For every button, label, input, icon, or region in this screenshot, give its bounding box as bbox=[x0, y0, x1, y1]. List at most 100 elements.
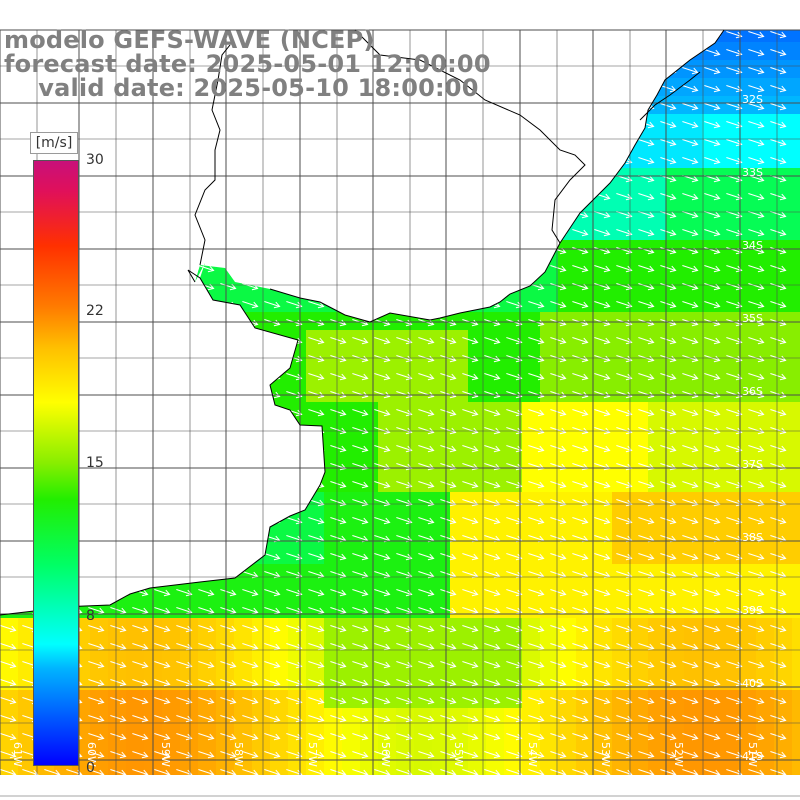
wind-arrow-head bbox=[559, 481, 567, 489]
wind-cell bbox=[666, 528, 685, 547]
wind-cell bbox=[666, 348, 685, 367]
wind-arrow-shaft bbox=[418, 535, 434, 541]
wind-arrow bbox=[484, 409, 501, 417]
wind-arrow-head bbox=[581, 283, 589, 291]
wind-arrow-head bbox=[757, 499, 765, 507]
wind-cell bbox=[270, 618, 289, 637]
wind-arrow-head bbox=[427, 355, 435, 363]
wind-cell bbox=[432, 726, 451, 745]
wind-cell bbox=[594, 690, 613, 709]
wind-arrow-shaft bbox=[704, 481, 720, 487]
wind-cell bbox=[720, 348, 739, 367]
wind-cell bbox=[324, 636, 343, 655]
wind-cell bbox=[558, 348, 577, 367]
wind-arrow bbox=[770, 409, 787, 417]
wind-cell bbox=[666, 510, 685, 529]
wind-arrow bbox=[638, 157, 655, 165]
wind-arrow bbox=[726, 85, 743, 93]
wind-arrow bbox=[374, 445, 391, 453]
wind-arrow-head bbox=[647, 139, 655, 147]
wind-cell bbox=[198, 618, 217, 637]
wind-cell bbox=[720, 384, 739, 403]
wind-cell bbox=[324, 528, 343, 547]
wind-cell bbox=[738, 762, 757, 775]
wind-arrow bbox=[638, 409, 655, 417]
wind-arrow-head bbox=[647, 247, 655, 255]
wind-arrow bbox=[462, 499, 479, 507]
wind-arrow-head bbox=[713, 301, 721, 309]
wind-cell bbox=[648, 438, 667, 457]
wind-cell bbox=[558, 420, 577, 439]
wind-arrow bbox=[660, 265, 677, 273]
wind-arrow bbox=[748, 517, 765, 525]
wind-arrow-head bbox=[581, 481, 589, 489]
wind-cell bbox=[450, 510, 469, 529]
wind-arrow-head bbox=[581, 391, 589, 399]
wind-arrow-head bbox=[779, 247, 787, 255]
wind-cell bbox=[342, 384, 361, 403]
wind-arrow-head bbox=[669, 139, 677, 147]
wind-arrow-shaft bbox=[330, 391, 346, 397]
wind-arrow-head bbox=[405, 517, 413, 525]
wind-cell bbox=[666, 708, 685, 727]
wind-arrow-shaft bbox=[308, 391, 324, 397]
wind-arrow-shaft bbox=[726, 391, 742, 397]
wind-cell bbox=[630, 600, 649, 619]
wind-cell bbox=[792, 474, 800, 493]
wind-arrow-shaft bbox=[748, 247, 764, 253]
wind-arrow-head bbox=[559, 391, 567, 399]
wind-cell bbox=[720, 420, 739, 439]
wind-cell bbox=[486, 402, 505, 421]
wind-arrow bbox=[770, 265, 787, 273]
wind-arrow-shaft bbox=[726, 139, 742, 145]
wind-arrow-shaft bbox=[528, 535, 544, 541]
wind-cell bbox=[522, 546, 541, 565]
wind-cell bbox=[360, 510, 379, 529]
wind-arrow-head bbox=[405, 499, 413, 507]
wind-cell bbox=[792, 312, 800, 331]
wind-cell bbox=[360, 474, 379, 493]
wind-cell bbox=[774, 30, 793, 43]
wind-arrow-head bbox=[691, 157, 699, 165]
wind-arrow-head bbox=[581, 373, 589, 381]
wind-cell bbox=[756, 726, 775, 745]
wind-cell bbox=[648, 564, 667, 583]
wind-arrow bbox=[748, 229, 765, 237]
wind-arrow-shaft bbox=[660, 445, 676, 451]
wind-arrow bbox=[440, 517, 457, 525]
wind-cell bbox=[522, 492, 541, 511]
wind-arrow-shaft bbox=[484, 391, 500, 397]
wind-cell bbox=[432, 366, 451, 385]
wind-arrow-head bbox=[339, 427, 347, 435]
wind-cell bbox=[792, 762, 800, 775]
wind-arrow-shaft bbox=[638, 193, 654, 199]
wind-arrow-shaft bbox=[660, 247, 676, 253]
wind-arrow-shaft bbox=[594, 445, 610, 451]
wind-arrow-head bbox=[669, 193, 677, 201]
wind-cell bbox=[648, 744, 667, 763]
wind-arrow-shaft bbox=[572, 337, 588, 343]
wind-arrow bbox=[528, 481, 545, 489]
wind-cell bbox=[558, 528, 577, 547]
wind-arrow-shaft bbox=[682, 265, 698, 271]
wind-cell bbox=[630, 528, 649, 547]
wind-arrow bbox=[704, 265, 721, 273]
wind-arrow bbox=[770, 283, 787, 291]
wind-arrow-head bbox=[647, 265, 655, 273]
wind-cell bbox=[756, 618, 775, 637]
wind-arrow-shaft bbox=[572, 409, 588, 415]
wind-arrow-head bbox=[515, 409, 523, 417]
wind-arrow-shaft bbox=[462, 427, 478, 433]
wind-arrow bbox=[726, 409, 743, 417]
wind-arrow-head bbox=[317, 301, 325, 309]
wind-cell bbox=[468, 402, 487, 421]
wind-arrow bbox=[704, 301, 721, 309]
wind-arrow bbox=[616, 391, 633, 399]
wind-arrow-head bbox=[713, 427, 721, 435]
wind-cell bbox=[396, 384, 415, 403]
wind-arrow bbox=[726, 517, 743, 525]
wind-arrow-shaft bbox=[704, 517, 720, 523]
wind-arrow-shaft bbox=[506, 481, 522, 487]
wind-arrow-shaft bbox=[572, 247, 588, 253]
wind-arrow bbox=[528, 499, 545, 507]
